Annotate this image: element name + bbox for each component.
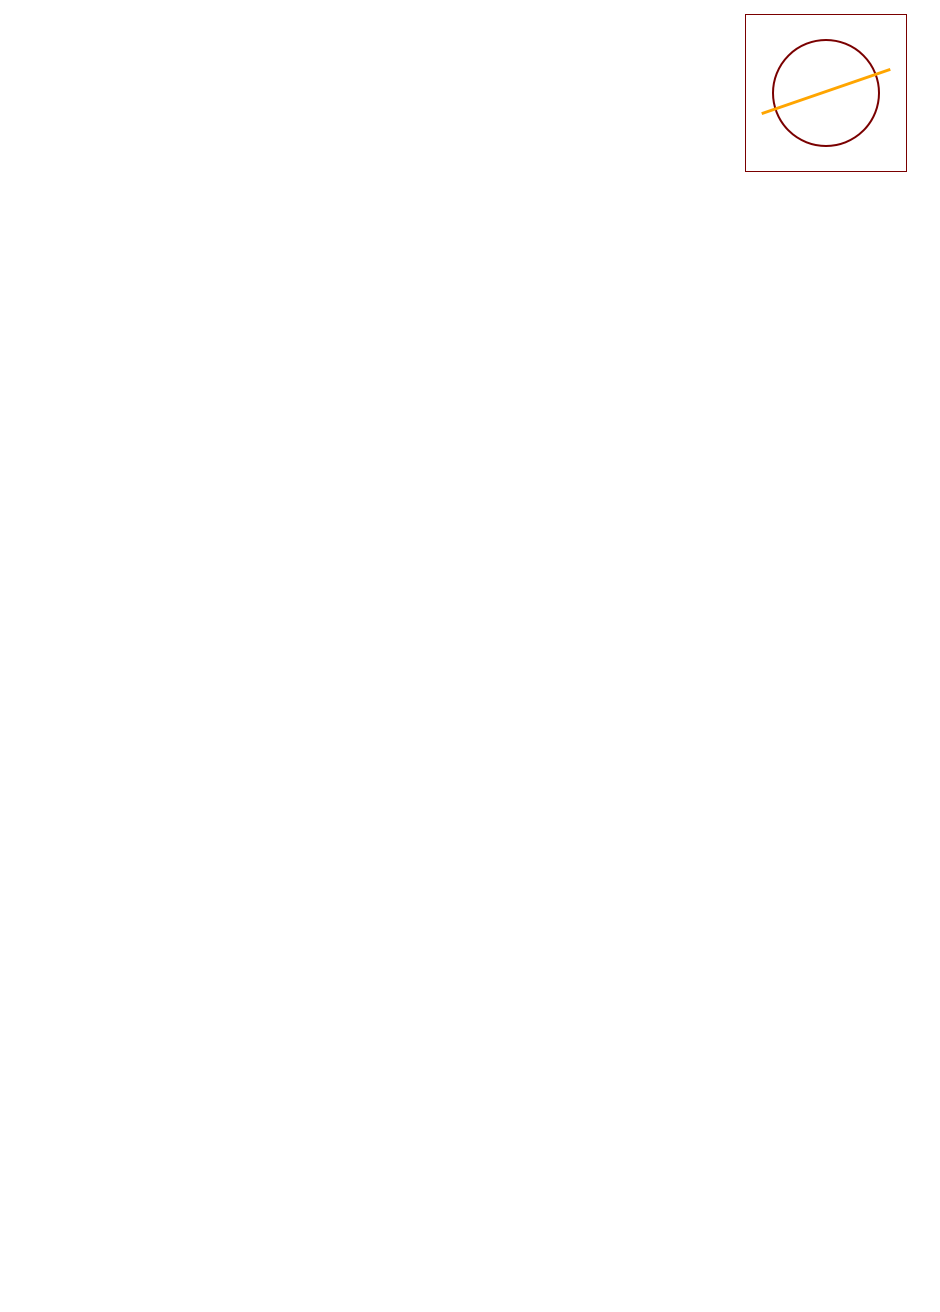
solar-disk-circle-icon [772,39,880,147]
sun-pointing-panel [745,14,907,172]
timeseries-plot-canvas [38,14,730,170]
